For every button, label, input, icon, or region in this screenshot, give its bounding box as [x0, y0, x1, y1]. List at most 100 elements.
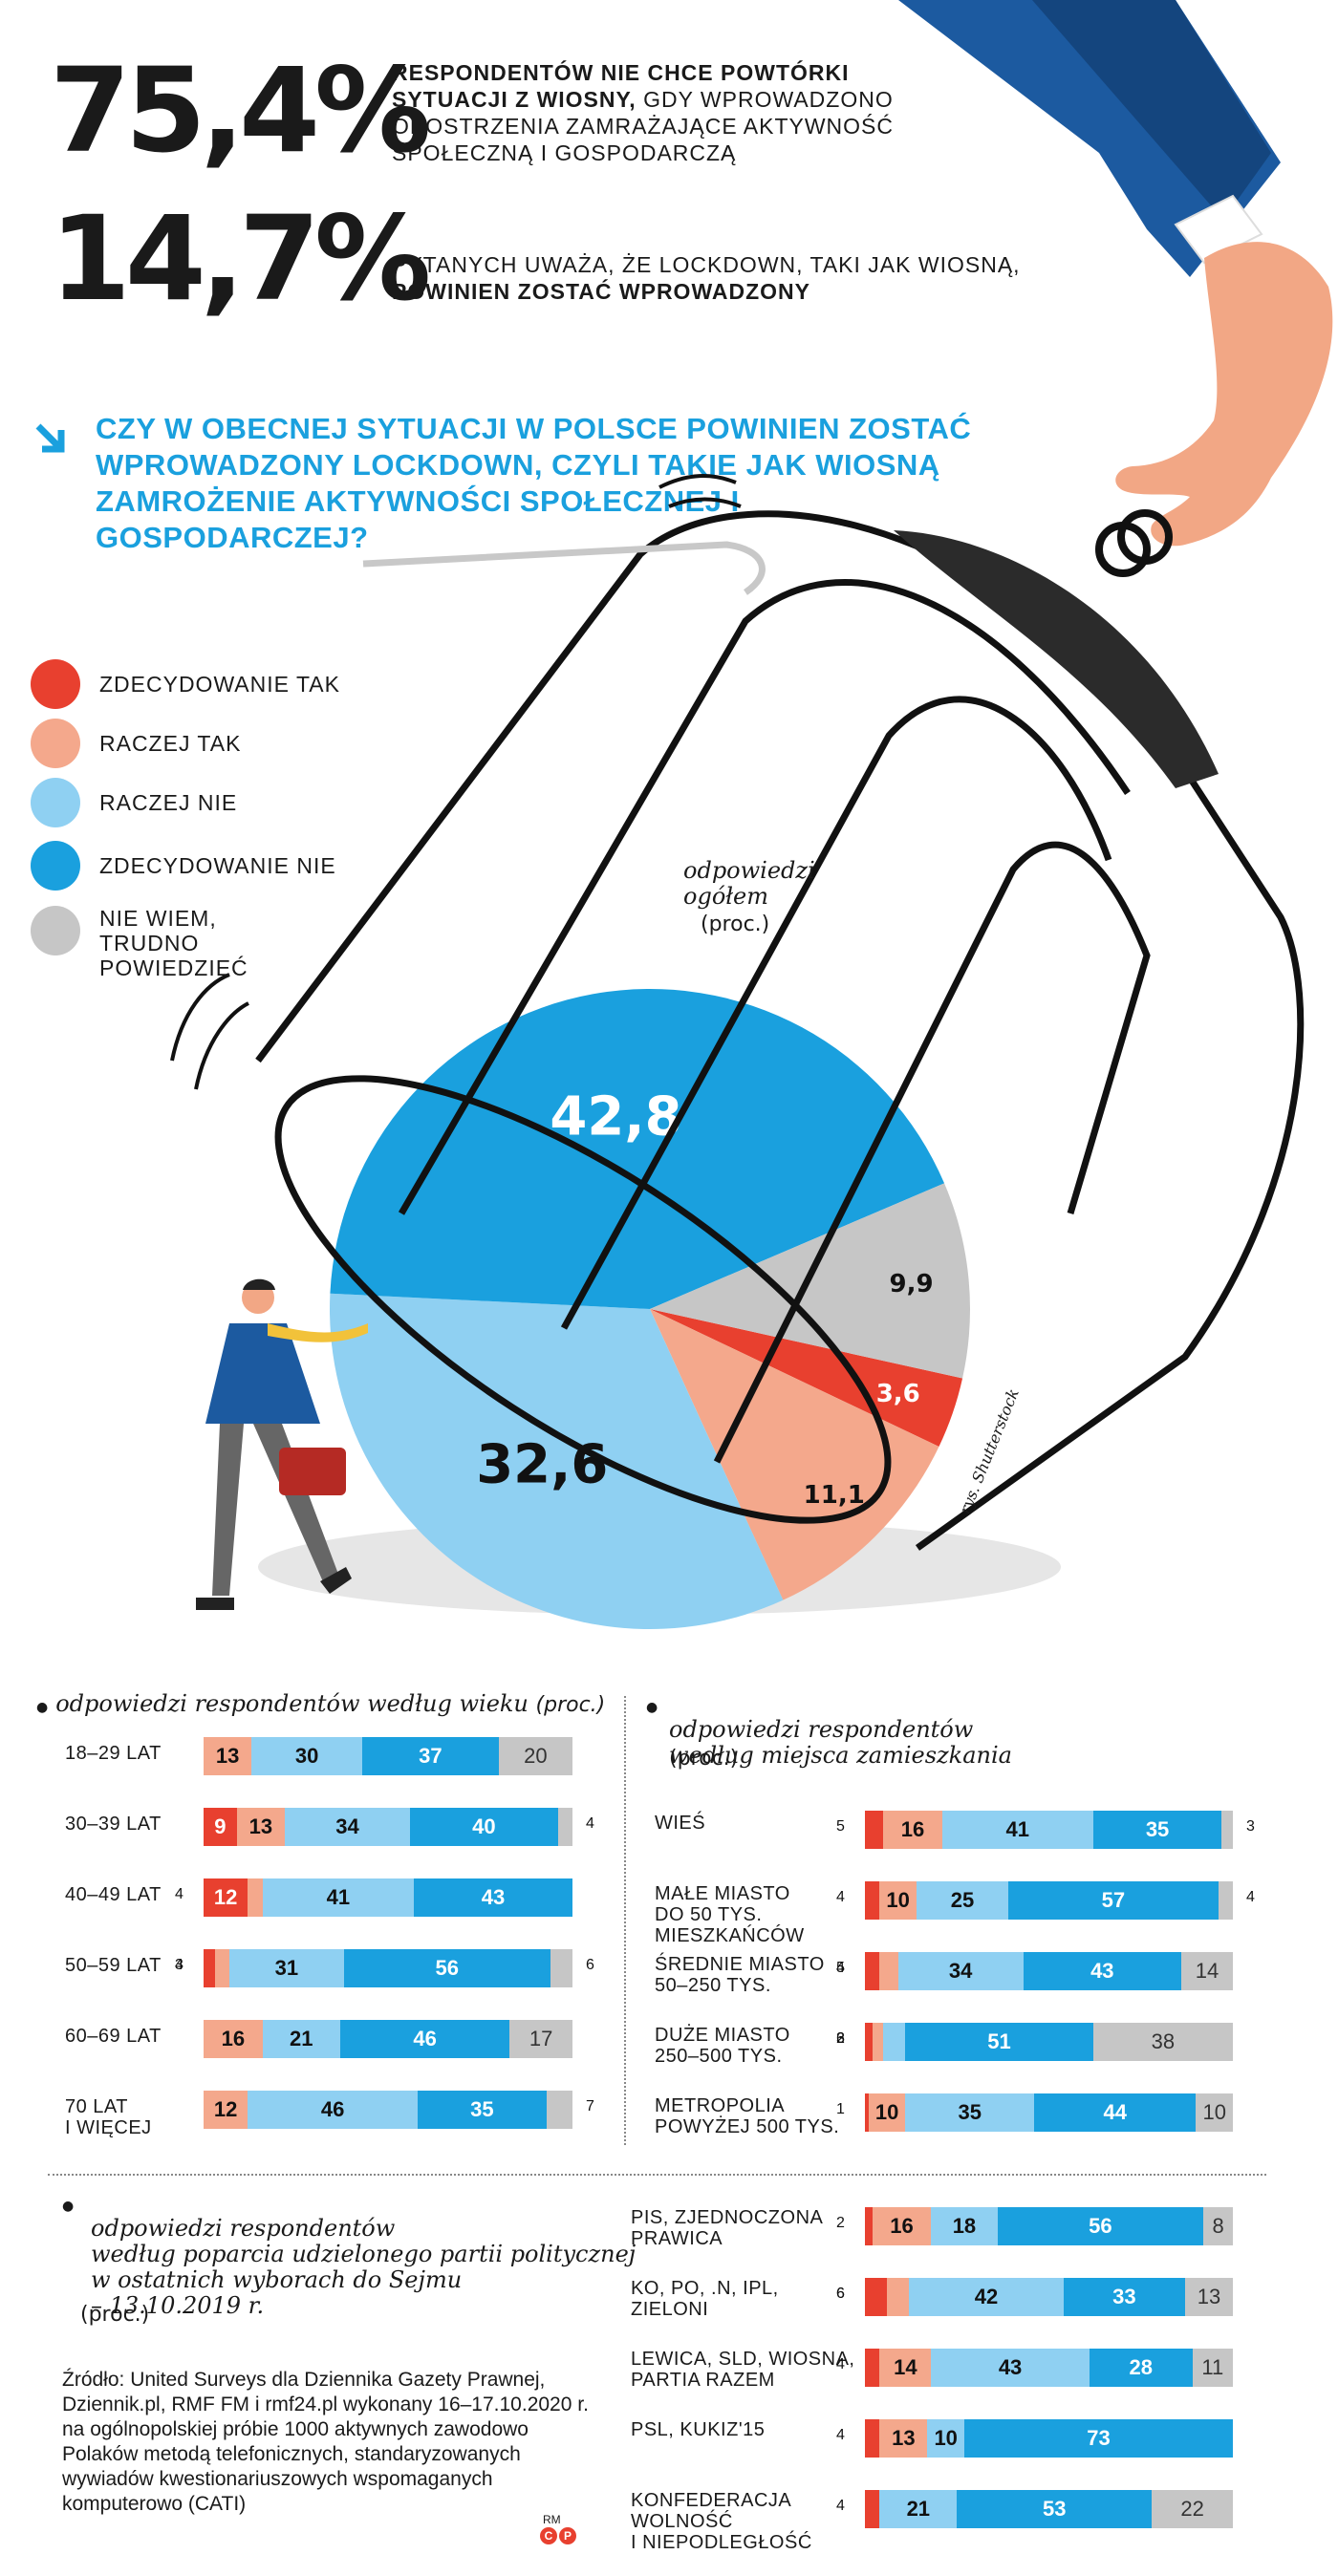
bar-value-label: 6 — [836, 2030, 845, 2047]
man-hair — [243, 1278, 275, 1290]
motion-lines-left — [170, 973, 249, 1090]
legend-label: RACZEJ TAK — [99, 731, 242, 756]
stacked-bar: 9 13 34 40 — [204, 1808, 572, 1846]
row-label: WIEŚ — [655, 1813, 706, 1834]
cage-bar-2 — [560, 696, 1112, 1330]
bar-segment-raczej-nie: 10 — [927, 2419, 964, 2458]
bar-value-label: 35 — [958, 2100, 982, 2124]
bar-value-label: 8 — [1212, 2214, 1224, 2238]
bar-segment-nie-wiem — [1221, 1811, 1233, 1849]
row-label: KONFEDERACJA WOLNOŚĆ I NIEPODLEGŁOŚĆ — [631, 2490, 812, 2553]
bar-segment-zdecydowanie-tak — [865, 2093, 869, 2132]
bar-segment-raczej-tak — [214, 1949, 230, 1987]
stat1-bold: RESPONDENTÓW NIE CHCE POWTÓRKI SYTUACJI … — [392, 60, 850, 112]
stat1-text: RESPONDENTÓW NIE CHCE POWTÓRKI SYTUACJI … — [392, 59, 927, 166]
legend-label: RACZEJ NIE — [99, 790, 238, 815]
bar-value-label: 35 — [1145, 1817, 1170, 1841]
bar-segment-raczej-nie: 30 — [251, 1737, 362, 1775]
bar-value-label: 10 — [886, 1888, 910, 1912]
bar-segment-zdecydowanie-tak — [865, 2278, 888, 2316]
bar-segment-raczej-tak: 16 — [204, 2020, 263, 2058]
copyright-icon: C P — [540, 2527, 576, 2544]
stat2-value: 14,7% — [50, 191, 431, 327]
bar-value-label: 38 — [1151, 2029, 1176, 2053]
bar-segment-zdecydowanie-nie: 35 — [1092, 1811, 1222, 1849]
bar-segment-nie-wiem: 13 — [1184, 2278, 1233, 2316]
bullet-icon: ● — [646, 1700, 658, 1715]
bar-value-label: 43 — [1090, 1959, 1114, 1983]
bar-segment-nie-wiem: 10 — [1196, 2093, 1233, 2132]
bar-segment-nie-wiem: 14 — [1181, 1952, 1233, 1990]
bar-segment-raczej-nie: 25 — [916, 1881, 1009, 1920]
bar-segment-zdecydowanie-tak — [865, 1952, 880, 1990]
bar-segment-zdecydowanie-tak — [865, 2490, 880, 2528]
pie-labels: 3,6 11,1 32,6 42,8 9,9 — [476, 1085, 933, 1510]
bar-value-label: 4 — [836, 2427, 845, 2443]
legend-swatch — [31, 778, 80, 827]
party-title-text: odpowiedzi respondentów według poparcia … — [91, 2215, 637, 2319]
bar-value-label: 7 — [586, 2098, 594, 2114]
bar-value-label: 4 — [1246, 1889, 1255, 1905]
bar-segment-raczej-nie: 43 — [931, 2349, 1090, 2387]
residence-title: ● odpowiedzi respondentów według miejsca … — [646, 1691, 1012, 1769]
bar-segment-zdecydowanie-tak — [865, 2349, 880, 2387]
bar-value-label: 73 — [1087, 2426, 1111, 2450]
bar-value-label: 13 — [248, 1814, 273, 1838]
bar-value-label: 11 — [1201, 2355, 1224, 2379]
bar-value-label: 14 — [1195, 1959, 1219, 1983]
bar-segment-zdecydowanie-nie: 56 — [997, 2207, 1204, 2245]
legend-item-raczej-tak: RACZEJ TAK — [31, 719, 241, 768]
cage-ring-2 — [1117, 509, 1173, 565]
bar-value-label: 4 — [836, 1960, 845, 1976]
bar-segment-nie-wiem — [557, 1808, 572, 1846]
man-scarf — [268, 1323, 368, 1342]
stacked-bar: 16 21 46 17 — [204, 2020, 572, 2058]
bar-segment-raczej-tak: 12 — [204, 2091, 248, 2129]
bar-value-label: 56 — [1089, 2214, 1112, 2238]
stacked-bar: 10 35 44 10 — [865, 2093, 1233, 2132]
bar-value-label: 28 — [1129, 2355, 1153, 2379]
stat2-plain: PYTANYCH UWAŻA, ŻE LOCKDOWN, TAKI JAK WI… — [392, 252, 1021, 277]
bar-value-label: 3 — [836, 2030, 845, 2047]
pie-note-text: odpowiedzi ogółem — [683, 857, 815, 910]
bar-segment-raczej-tak: 16 — [872, 2207, 932, 2245]
stacked-bar: 12 46 35 — [204, 2091, 572, 2129]
section-divider-horizontal — [48, 2174, 1266, 2176]
question-title: CZY W OBECNEJ SYTUACJI W POLSCE POWINIEN… — [96, 412, 972, 554]
bar-segment-raczej-tak: 14 — [879, 2349, 932, 2387]
pie-chart-area: 3,6 11,1 32,6 42,8 9,9 — [170, 474, 1305, 1629]
bar-value-label: 1 — [836, 2101, 845, 2117]
bar-segment-raczej-nie: 41 — [262, 1878, 414, 1917]
legend-swatch — [31, 659, 80, 709]
bar-value-label: 20 — [524, 1744, 548, 1768]
age-title-unit: (proc.) — [535, 1693, 606, 1717]
stat2-bold: POWINIEN ZOSTAĆ WPROWADZONY — [392, 279, 811, 304]
source-note: Źródło: United Surveys dla Dziennika Gaz… — [62, 2369, 589, 2515]
bar-value-label: 9 — [214, 1814, 227, 1838]
stacked-bar: 21 53 22 — [865, 2490, 1233, 2528]
bar-segment-zdecydowanie-tak — [865, 2023, 873, 2061]
pie-value-label: 11,1 — [804, 1481, 865, 1510]
bar-value-label: 13 — [215, 1744, 240, 1768]
bar-segment-raczej-tak — [887, 2278, 910, 2316]
businessman-illustration — [196, 1278, 368, 1610]
pie-note: odpowiedzi ogółem — [683, 858, 815, 910]
stacked-bar: 42 33 13 — [865, 2278, 1233, 2316]
bar-segment-zdecydowanie-nie: 37 — [361, 1737, 499, 1775]
bar-segment-zdecydowanie-tak — [865, 1881, 880, 1920]
pie-value-label: 42,8 — [550, 1085, 681, 1148]
bar-segment-zdecydowanie-nie: 46 — [339, 2020, 510, 2058]
bar-value-label: 12 — [213, 1885, 238, 1909]
bar-value-label: 4 — [175, 1957, 183, 1973]
legend-swatch — [31, 719, 80, 768]
bar-segment-raczej-tak: 13 — [204, 1737, 252, 1775]
bar-segment-raczej-tak — [248, 1878, 263, 1917]
bar-segment-nie-wiem — [546, 2091, 572, 2129]
stacked-bar: 34 43 14 — [865, 1952, 1233, 1990]
bar-segment-zdecydowanie-tak: 12 — [204, 1878, 248, 1917]
bar-segment-raczej-tak — [879, 1952, 898, 1990]
bar-value-label: 3 — [1246, 1818, 1255, 1835]
bar-value-label: 56 — [435, 1956, 459, 1980]
bar-value-label: 21 — [290, 2027, 313, 2050]
bar-segment-zdecydowanie-nie: 40 — [410, 1808, 558, 1846]
